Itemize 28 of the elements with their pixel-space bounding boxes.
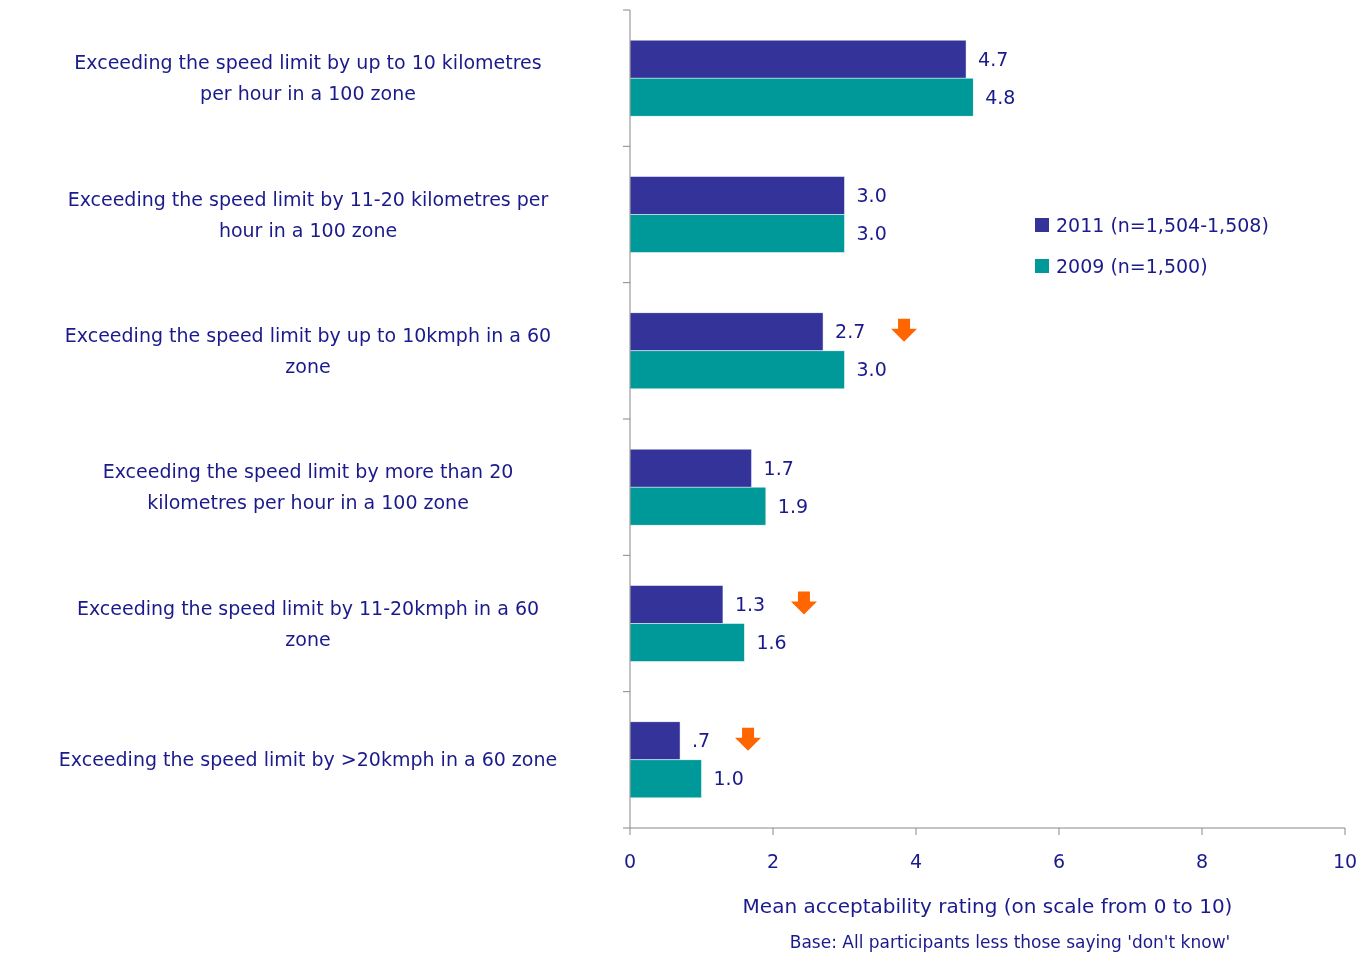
x-tick-label: 10 <box>1332 850 1358 872</box>
data-label: 1.7 <box>763 456 794 479</box>
x-tick-label: 4 <box>909 850 923 872</box>
legend-label: 2011 (n=1,504-1,508) <box>1056 213 1269 236</box>
x-tick-label: 6 <box>1052 850 1066 872</box>
y-tick-label: Exceeding the speed limit by 11-20kmph in a 60 zone <box>76 596 540 650</box>
x-axis-title: Mean acceptability rating (on scale from 0 to 10) <box>742 894 1233 918</box>
data-label: 3.0 <box>856 184 887 207</box>
y-tick-label: Exceeding the speed limit by up to 10kmph in a 60 zone <box>64 323 552 377</box>
data-label: 1.6 <box>756 631 787 654</box>
y-tick-label: Exceeding the speed limit by more than 20 kilometres per hour in a 100 zone <box>102 460 514 514</box>
x-tick-label: 2 <box>766 850 780 872</box>
y-tick-label: Exceeding the speed limit by 11-20 kilometres per hour in a 100 zone <box>67 187 549 241</box>
data-label: 1.3 <box>734 593 766 616</box>
data-label: 3.0 <box>856 222 887 245</box>
data-label: 4.8 <box>985 85 1016 108</box>
legend-label: 2009 (n=1,500) <box>1056 254 1208 277</box>
data-label: 1.0 <box>713 767 744 790</box>
text: Base: All participants less those saying 'don't know' <box>789 932 1231 952</box>
data-label: 4.7 <box>978 47 1009 70</box>
y-tick-label: Exceeding the speed limit by >20kmph in a 60 zone <box>58 748 558 771</box>
data-label: 2.7 <box>835 320 866 343</box>
data-label: 1.9 <box>777 494 809 517</box>
x-tick-label: 8 <box>1195 850 1209 872</box>
y-tick-label: Exceeding the speed limit by up to 10 kilometres per hour in a 100 zone <box>74 51 542 105</box>
data-label: 3.0 <box>856 358 887 381</box>
data-label: .7 <box>692 729 711 752</box>
x-tick-label: 0 <box>623 850 637 872</box>
